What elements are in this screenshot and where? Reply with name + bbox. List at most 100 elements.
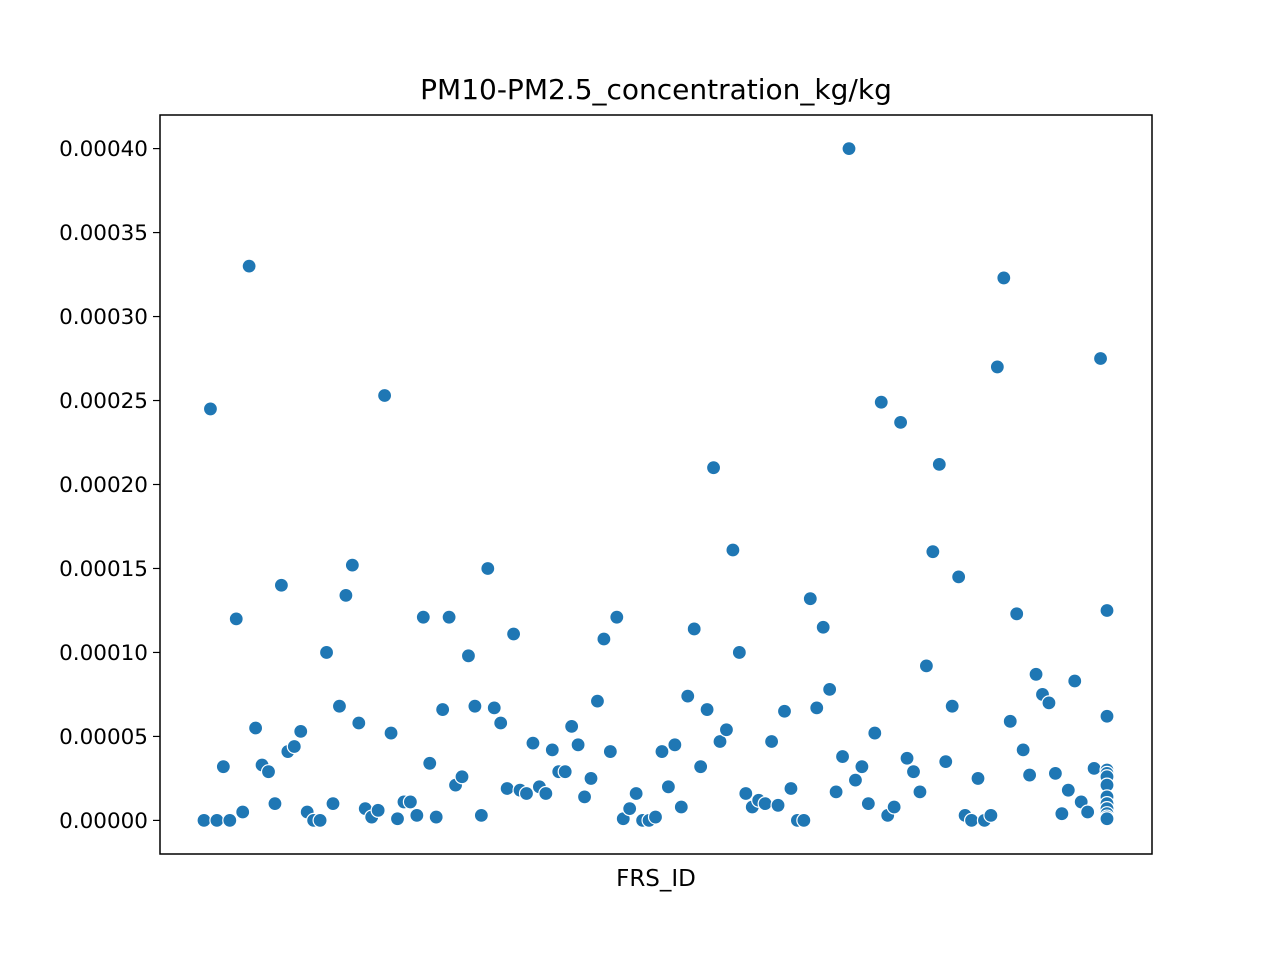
data-point (460, 648, 477, 664)
data-point (1002, 713, 1018, 729)
data-point (409, 807, 425, 823)
data-point (822, 681, 838, 698)
data-point (267, 796, 283, 812)
data-point (602, 743, 618, 760)
data-point (609, 609, 625, 625)
data-point (318, 644, 335, 661)
data-point (847, 772, 864, 788)
data-point (344, 557, 360, 573)
data-point (1086, 760, 1102, 776)
data-point (770, 797, 786, 813)
y-tick-label: 0.00015 (59, 557, 148, 582)
data-point (834, 748, 851, 765)
data-point (1021, 767, 1038, 783)
x-axis-label: FRS_ID (616, 866, 696, 892)
y-tick-label: 0.00035 (59, 221, 148, 246)
data-point (454, 769, 470, 785)
y-tick-label: 0.00000 (59, 809, 148, 834)
data-point (480, 560, 496, 577)
data-point (1099, 811, 1115, 827)
data-point (815, 619, 831, 635)
data-point (905, 764, 922, 780)
data-point (518, 785, 535, 802)
data-point (241, 258, 257, 274)
data-point (564, 718, 580, 734)
data-point (202, 401, 219, 417)
data-point (293, 723, 309, 739)
data-point (525, 735, 541, 751)
data-point (931, 456, 947, 472)
data-point (422, 755, 438, 771)
data-point (1099, 708, 1115, 724)
y-tick-label: 0.00010 (59, 641, 148, 666)
data-point (809, 700, 825, 716)
data-point (925, 544, 941, 560)
data-point (415, 609, 431, 625)
data-point (389, 811, 406, 827)
data-point (383, 725, 399, 741)
data-point (222, 812, 238, 829)
data-point (918, 658, 935, 674)
data-point (215, 759, 231, 775)
data-point (628, 785, 644, 802)
data-point (1015, 742, 1031, 758)
data-point (435, 701, 451, 718)
data-point (718, 722, 735, 738)
data-point (1047, 765, 1064, 781)
data-point (235, 804, 251, 820)
data-point (738, 785, 754, 802)
data-point (1067, 673, 1083, 689)
data-point (983, 807, 999, 823)
data-point (1041, 695, 1057, 711)
data-point (428, 809, 444, 825)
data-point (570, 737, 586, 753)
data-point (660, 779, 677, 795)
data-point (557, 764, 573, 780)
data-point (944, 698, 960, 714)
data-point (796, 812, 812, 829)
data-point (1009, 606, 1025, 622)
data-point (486, 700, 502, 716)
data-point (828, 784, 844, 800)
data-point (802, 591, 818, 607)
data-point (248, 720, 264, 736)
data-point (493, 715, 509, 731)
data-point (286, 738, 302, 755)
y-tick-label: 0.00020 (59, 473, 148, 498)
data-point (351, 715, 367, 731)
y-tick-label: 0.00005 (59, 725, 148, 750)
data-point (989, 359, 1005, 375)
data-point (686, 621, 702, 637)
data-point (673, 799, 689, 815)
data-point (499, 780, 515, 797)
data-point (763, 733, 780, 750)
data-point (312, 812, 328, 829)
data-point (338, 587, 354, 603)
data-point (938, 754, 954, 770)
y-tick-label: 0.00030 (59, 305, 148, 330)
data-point (273, 577, 289, 593)
data-point (776, 703, 793, 719)
chart-title: PM10-PM2.5_concentration_kg/kg (420, 73, 892, 106)
y-tick-label: 0.00025 (59, 389, 148, 414)
data-point (731, 644, 747, 661)
data-point (725, 542, 741, 558)
data-point (1028, 666, 1044, 682)
data-point (854, 759, 870, 775)
data-point (647, 809, 664, 825)
data-point (783, 780, 799, 797)
data-point (260, 764, 277, 780)
data-point (951, 569, 967, 585)
data-point (325, 796, 341, 812)
data-point (402, 794, 418, 810)
data-point (441, 609, 457, 625)
data-point (654, 743, 670, 760)
data-point (860, 796, 876, 812)
data-point (1092, 350, 1109, 367)
data-point (693, 759, 709, 775)
data-point (867, 725, 883, 741)
data-point (596, 631, 612, 647)
data-point (757, 796, 773, 812)
data-point (1080, 804, 1096, 820)
